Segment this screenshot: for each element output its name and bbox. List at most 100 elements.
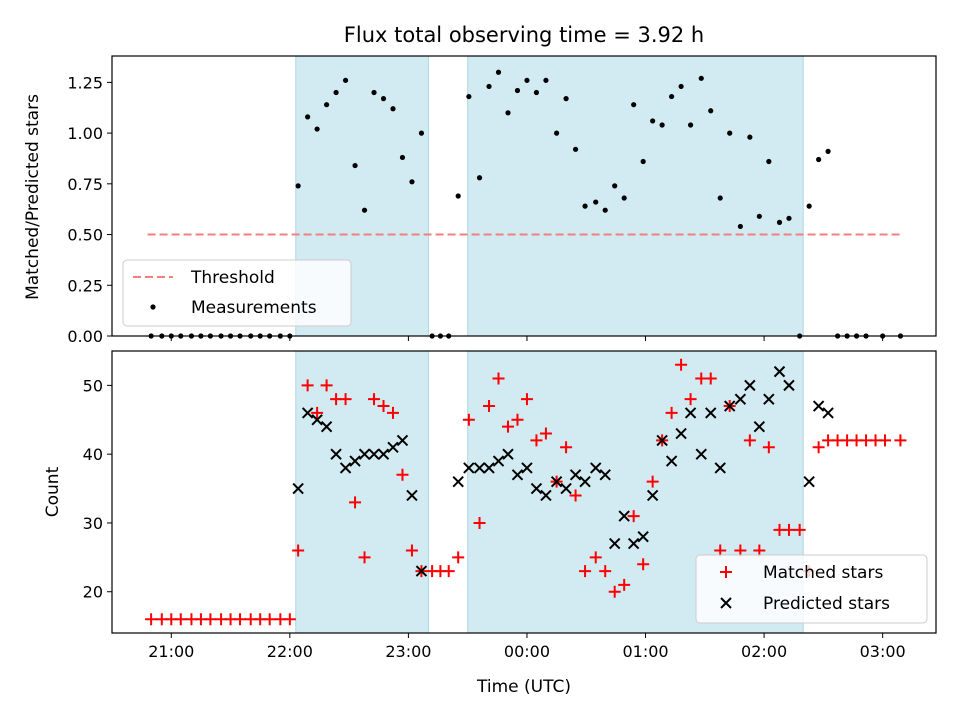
- matched-point: [511, 413, 524, 426]
- predicted-point: [473, 462, 486, 474]
- matched-point: [483, 400, 496, 413]
- legend-label-measurements: Measurements: [191, 298, 317, 318]
- y-tick-label: 1.00: [67, 124, 103, 143]
- predicted-point: [311, 414, 323, 426]
- matched-point: [879, 434, 892, 447]
- matched-point: [405, 544, 418, 557]
- measurement-point: [390, 106, 396, 112]
- x-tick-label: 00:00: [504, 642, 550, 661]
- y-tick-label: 0.25: [67, 276, 103, 295]
- legend-label-matched: Matched stars: [763, 563, 883, 583]
- matched-point: [714, 544, 727, 557]
- predicted-point: [521, 462, 533, 474]
- measurement-point: [582, 203, 588, 209]
- measurement-point: [495, 69, 502, 75]
- matched-point: [377, 400, 390, 413]
- measurement-point: [514, 87, 521, 94]
- measurement-point: [678, 83, 684, 90]
- legend-box: [695, 554, 928, 624]
- matched-point: [462, 413, 475, 426]
- axes-frame: [111, 55, 937, 337]
- matched-point: [320, 379, 333, 392]
- matched-point: [646, 475, 659, 488]
- matched-point: [665, 406, 678, 419]
- matched-point: [812, 441, 825, 454]
- matched-point: [396, 468, 409, 481]
- legend: Threshold Measurements: [122, 259, 352, 327]
- matched-point: [627, 510, 640, 523]
- legend-predicted-swatch: [720, 597, 732, 609]
- measurement-point: [333, 89, 339, 96]
- measurement-point: [533, 89, 540, 96]
- matched-point: [675, 358, 688, 371]
- matched-point: [782, 523, 795, 536]
- measurement-point: [612, 183, 618, 189]
- legend-measurement-swatch: [150, 304, 156, 310]
- measurement-point: [747, 134, 753, 140]
- predicted-point: [627, 537, 640, 550]
- top-y-axis-label: Matched/Predicted stars: [23, 94, 43, 300]
- y-tick-label: 50: [83, 376, 103, 395]
- matched-point: [762, 441, 775, 454]
- predicted-point: [463, 462, 475, 474]
- matched-point: [339, 393, 352, 406]
- matched-point: [560, 441, 573, 454]
- predicted-point: [773, 365, 786, 378]
- predicted-point: [292, 482, 304, 495]
- y-tick-label: 0.75: [67, 175, 103, 194]
- matched-point: [599, 565, 612, 578]
- predicted-point: [684, 407, 697, 419]
- matched-point: [734, 544, 747, 557]
- series-predicted-stars: [292, 365, 834, 577]
- y-tick-label: 40: [83, 445, 103, 464]
- matched-point: [569, 489, 582, 502]
- predicted-point: [483, 462, 495, 474]
- legend-matched-swatch: [720, 566, 732, 578]
- predicted-point: [415, 565, 428, 577]
- matched-point: [704, 372, 717, 385]
- matched-point: [753, 544, 766, 557]
- measurement-point: [554, 130, 560, 136]
- matched-point: [204, 613, 217, 626]
- matched-point: [608, 585, 621, 598]
- predicted-point: [406, 489, 418, 502]
- predicted-point: [349, 455, 361, 467]
- matched-point: [530, 434, 543, 447]
- x-tick-label: 22:00: [267, 642, 313, 661]
- predicted-point: [511, 469, 524, 481]
- matched-point: [368, 393, 381, 406]
- predicted-point: [330, 448, 342, 460]
- measurement-point: [543, 77, 549, 83]
- predicted-point: [502, 448, 514, 460]
- matched-point: [473, 516, 486, 529]
- measurement-point: [295, 183, 301, 189]
- matched-point: [894, 434, 907, 447]
- measurement-point: [342, 77, 349, 83]
- measurement-point: [602, 207, 608, 213]
- matched-point: [301, 379, 314, 392]
- y-tick-label: 20: [83, 583, 103, 602]
- matched-point: [292, 544, 305, 557]
- predicted-point: [396, 434, 409, 447]
- predicted-point: [377, 448, 390, 460]
- matched-point: [358, 551, 371, 564]
- predicted-point: [763, 393, 775, 405]
- measurement-point: [524, 77, 530, 83]
- predicted-point: [646, 489, 659, 502]
- predicted-point: [714, 462, 726, 474]
- predicted-point: [637, 530, 649, 543]
- matched-point: [618, 578, 631, 591]
- matched-point: [637, 558, 650, 571]
- matched-point: [684, 393, 697, 406]
- matched-point: [145, 613, 158, 626]
- matched-point: [311, 406, 324, 419]
- bottom-panel-counts: 20 30 40 50 21:00 22:00 23:00 00:00 01:00 02:00 03…: [83, 350, 937, 661]
- measurement-point: [659, 122, 665, 128]
- measurement-point: [314, 126, 320, 132]
- predicted-point: [387, 441, 399, 454]
- measurement-point: [486, 83, 492, 90]
- predicted-point: [540, 489, 552, 502]
- matched-point: [283, 613, 296, 626]
- predicted-point: [744, 379, 756, 392]
